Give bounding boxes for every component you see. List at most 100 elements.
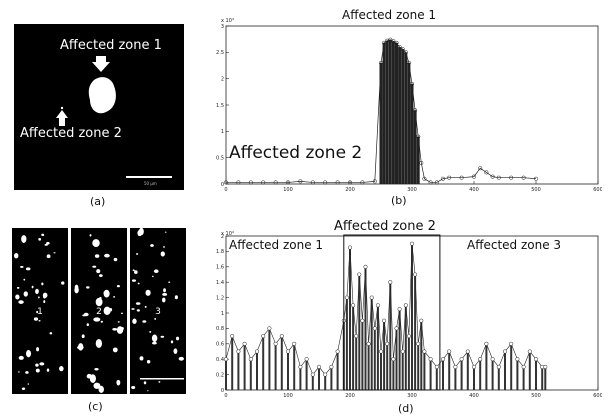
data-point	[515, 357, 520, 362]
data-point	[372, 179, 377, 184]
data-point	[329, 364, 334, 369]
data-point	[478, 357, 483, 362]
speckle	[99, 274, 103, 277]
data-point	[447, 175, 452, 180]
data-point	[360, 180, 365, 185]
speckle	[78, 343, 84, 351]
data-point	[459, 175, 464, 180]
data-point	[496, 175, 501, 180]
microscopy-image-a: Affected zone 1 50 µm Affected zone 2	[14, 24, 184, 190]
data-point	[400, 47, 405, 52]
x-tick-label: 200	[345, 393, 355, 399]
plot-d-title: Affected zone 2	[334, 219, 436, 234]
data-point	[521, 364, 526, 369]
x-tick-label: 600	[593, 393, 602, 399]
speckle	[162, 297, 166, 303]
data-point	[385, 341, 390, 346]
data-point	[375, 303, 380, 308]
data-point	[419, 318, 424, 323]
up-arrow-icon	[56, 110, 68, 126]
data-point	[394, 40, 399, 45]
x-tick-label: 100	[283, 187, 293, 192]
x-tick-label: 500	[531, 393, 541, 399]
plot-d-right-label: Affected zone 3	[467, 238, 562, 252]
speckle	[46, 241, 50, 245]
caption-b: (b)	[391, 194, 407, 207]
speckle	[61, 281, 65, 285]
data-point	[304, 357, 309, 362]
data-point	[316, 364, 322, 369]
data-point	[310, 180, 315, 185]
speckle	[117, 321, 120, 323]
y-tick-label: 0.2	[216, 372, 224, 378]
speckle	[94, 367, 99, 371]
speckle	[131, 308, 135, 310]
data-point	[440, 176, 446, 181]
speckle	[178, 356, 184, 361]
y-tick-label: 0.5	[216, 155, 224, 161]
speckle	[120, 326, 124, 330]
speckle	[109, 308, 113, 312]
data-point	[292, 341, 297, 346]
data-point	[409, 81, 415, 86]
data-point	[261, 334, 266, 339]
speckle	[41, 282, 44, 286]
speckle	[145, 289, 151, 296]
y-tick-label: 0	[221, 182, 224, 188]
data-point	[471, 364, 477, 369]
data-point	[521, 175, 526, 180]
speckle	[150, 244, 154, 247]
data-point	[527, 349, 532, 354]
speckle	[112, 347, 118, 353]
speckle	[14, 253, 19, 259]
plot-b-exponent: x 10⁴	[221, 18, 234, 24]
lesion-blob	[88, 77, 116, 114]
speckle	[38, 296, 40, 299]
speckle	[41, 233, 45, 237]
data-point	[413, 272, 418, 277]
speckle	[164, 231, 167, 233]
plot-b-title: Affected zone 1	[342, 8, 437, 22]
speckle	[151, 334, 158, 343]
speckle	[121, 312, 123, 315]
data-point	[416, 134, 421, 139]
speckle	[170, 340, 174, 344]
speckle	[21, 387, 26, 390]
plot-b-zone2-label: Affected zone 2	[229, 143, 363, 163]
speckle	[146, 359, 151, 364]
data-point	[357, 272, 362, 277]
speckle	[38, 237, 42, 241]
speckle	[135, 253, 139, 255]
data-point	[267, 326, 272, 331]
caption-a: (a)	[90, 195, 106, 208]
speckle	[95, 297, 103, 307]
speckle	[132, 269, 135, 272]
speckle	[18, 300, 24, 304]
speckle	[116, 379, 121, 386]
speckle	[153, 269, 159, 273]
speckle	[93, 317, 101, 322]
data-point	[351, 303, 356, 308]
speckle	[46, 254, 51, 259]
data-point	[471, 174, 477, 179]
x-tick-label: 200	[345, 187, 355, 192]
data-point	[400, 349, 405, 354]
x-tick-label: 300	[407, 393, 417, 399]
data-point	[236, 349, 241, 354]
y-tick-label: 2.5	[216, 50, 224, 56]
data-point	[285, 349, 291, 354]
y-tick-label: 1	[221, 129, 224, 135]
y-tick-label: 0.4	[216, 357, 224, 363]
data-point	[434, 364, 439, 369]
data-point	[406, 60, 411, 65]
data-point	[347, 180, 353, 185]
speckle	[44, 243, 48, 246]
speckle	[86, 323, 90, 327]
speckle	[100, 320, 103, 323]
plot-b: 0 100 200 300 400 500 600 0 0.5 1 1.5 2 2.5 3	[216, 24, 602, 192]
speckle	[173, 348, 178, 354]
data-point	[261, 180, 266, 185]
data-point	[382, 318, 387, 323]
zone2-highlight-box	[343, 234, 441, 391]
speckle	[35, 368, 40, 373]
